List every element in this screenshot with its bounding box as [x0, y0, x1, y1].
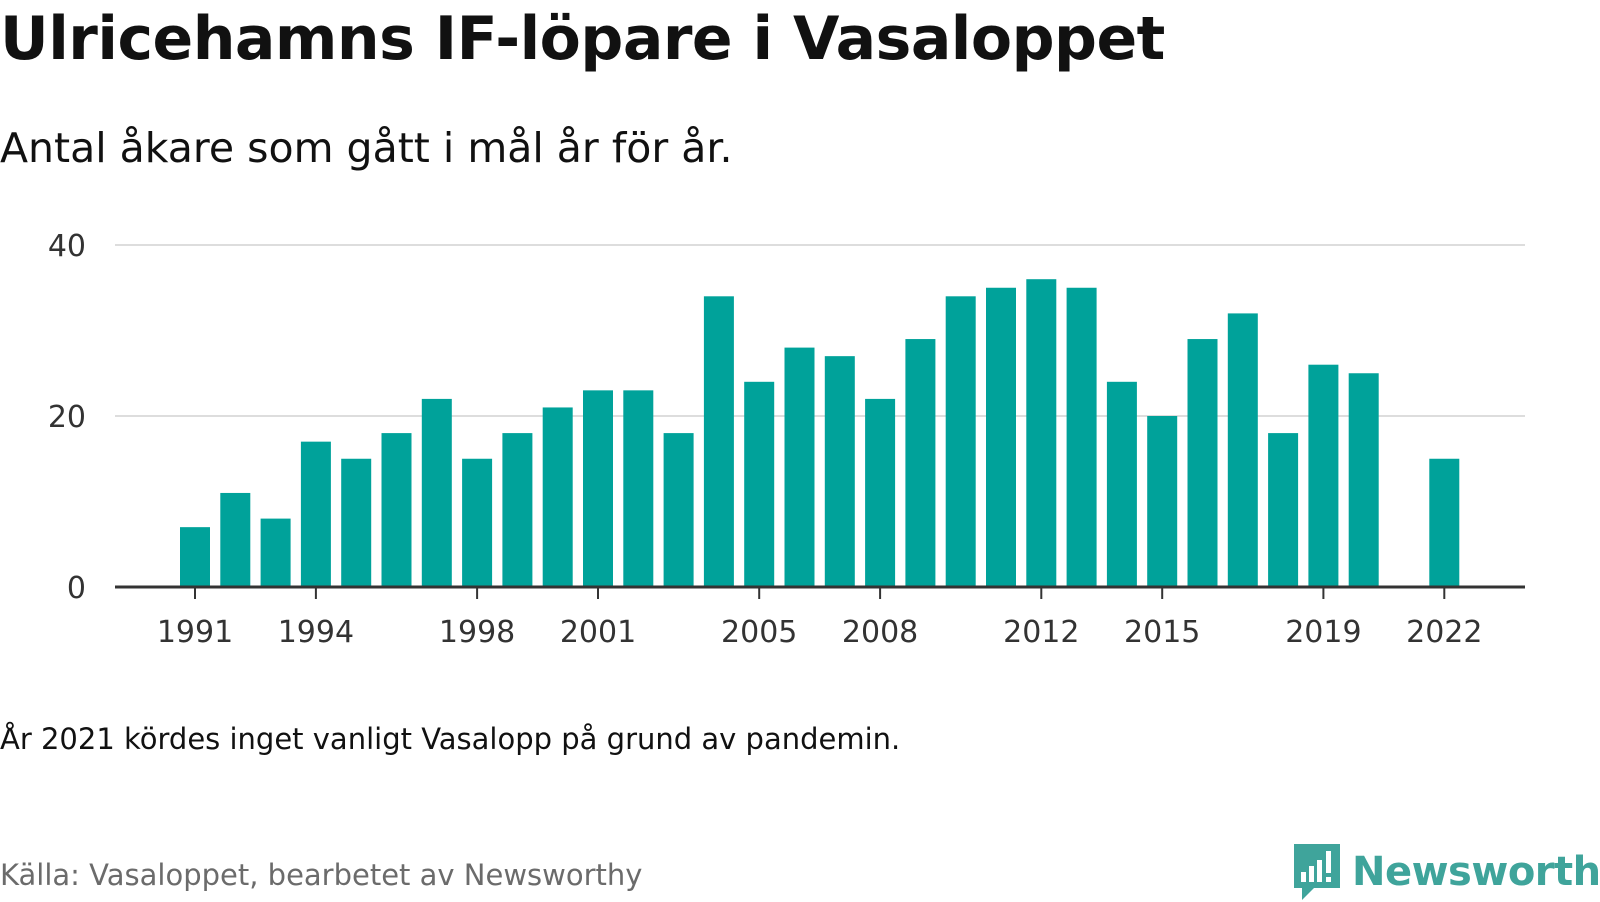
bar-1998 — [462, 458, 493, 587]
y-tick-label-0: 0 — [67, 571, 86, 606]
grid-lines — [115, 244, 1525, 417]
bar-1999 — [502, 433, 533, 587]
bar-2010 — [945, 296, 976, 587]
bar-2016 — [1187, 339, 1218, 587]
chart-title: Ulricehamns IF-löpare i Vasaloppet — [0, 4, 1165, 74]
y-tick-label-40: 40 — [48, 229, 86, 264]
logo-wordmark: Newsworthy — [1352, 849, 1600, 895]
bar-2006 — [784, 347, 815, 587]
bar-2002 — [623, 390, 654, 587]
bar-2000 — [542, 407, 573, 587]
source-note: Källa: Vasaloppet, bearbetet av Newswort… — [0, 858, 643, 892]
bar-2011 — [986, 287, 1016, 587]
x-tick-label-2019: 2019 — [1285, 615, 1361, 650]
bar-2018 — [1268, 433, 1299, 587]
x-tick-label-1991: 1991 — [157, 615, 233, 650]
x-tick-label-2001: 2001 — [560, 615, 636, 650]
bar-2015 — [1147, 416, 1178, 587]
bar-2004 — [703, 296, 734, 587]
x-tick-label-2005: 2005 — [721, 615, 797, 650]
x-tick-label-2015: 2015 — [1124, 615, 1200, 650]
bar-2008 — [865, 398, 896, 587]
bar-2012 — [1026, 279, 1057, 587]
bar-2014 — [1106, 381, 1137, 587]
bar-1997 — [421, 398, 452, 587]
bar-2005 — [744, 381, 775, 587]
x-tick-label-2008: 2008 — [842, 615, 918, 650]
bar-2007 — [824, 356, 855, 587]
bar-1993 — [260, 518, 291, 587]
bars — [180, 279, 1460, 587]
newsworthy-logo: Newsworthy — [1292, 842, 1600, 902]
x-tick-label-2012: 2012 — [1003, 615, 1079, 650]
bar-2022 — [1429, 458, 1460, 587]
chart-subtitle: Antal åkare som gått i mål år för år. — [0, 124, 733, 172]
bar-2009 — [905, 339, 936, 587]
bar-2003 — [663, 433, 694, 587]
x-tick-label-1994: 1994 — [278, 615, 354, 650]
bar-1991 — [180, 527, 210, 587]
bar-2017 — [1227, 313, 1258, 587]
footnote: År 2021 kördes inget vanligt Vasalopp på… — [0, 722, 901, 756]
x-tick-label-1998: 1998 — [439, 615, 515, 650]
bar-chart: 0 20 40 1991 1994 1998 2001 2005 2008 2012 2015 201… — [48, 229, 1525, 650]
bar-2020 — [1348, 373, 1379, 587]
bar-1995 — [341, 458, 372, 587]
newsworthy-chart-bubble-icon — [1294, 844, 1340, 900]
bar-1992 — [220, 492, 251, 587]
bar-2013 — [1066, 287, 1097, 587]
axes: 0 20 40 1991 1994 1998 2001 2005 2008 2012 2015 201… — [48, 229, 1525, 650]
bar-1996 — [381, 433, 412, 587]
bar-2001 — [583, 390, 613, 587]
bar-2019 — [1308, 364, 1339, 587]
y-tick-label-20: 20 — [48, 400, 86, 435]
x-tick-label-2022: 2022 — [1406, 615, 1482, 650]
bar-1994 — [300, 441, 331, 587]
